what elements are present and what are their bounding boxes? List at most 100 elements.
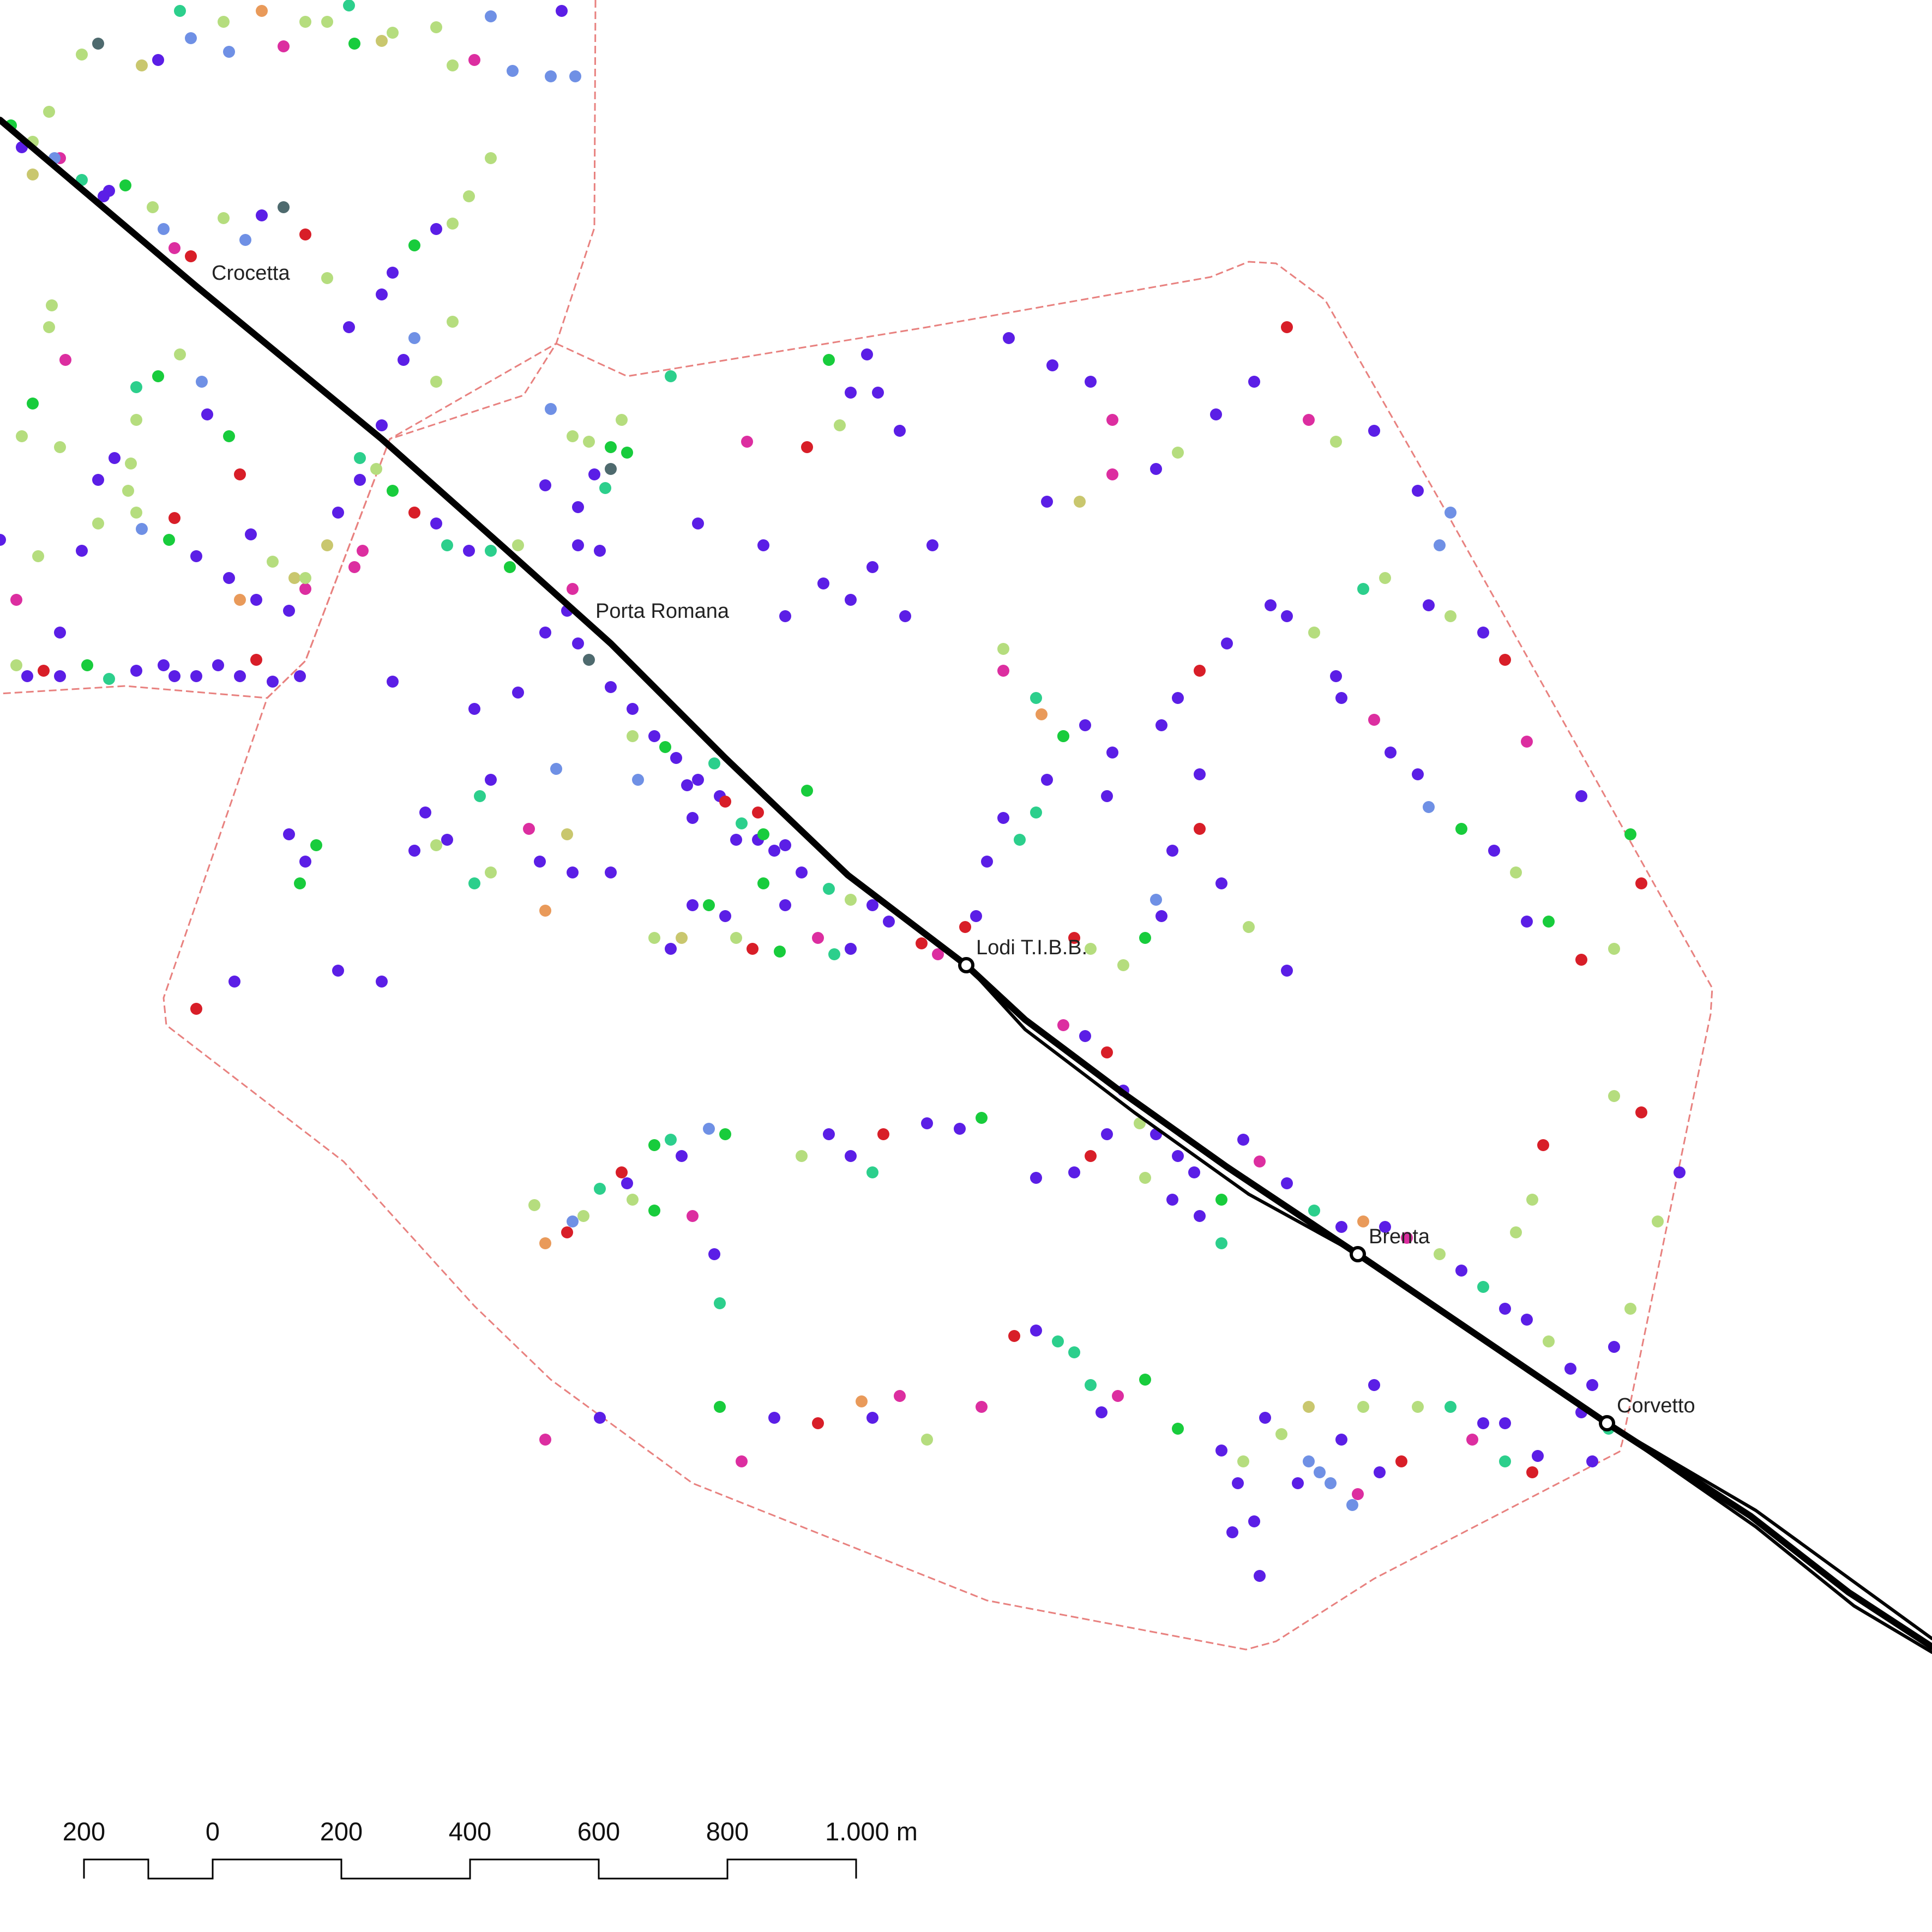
- poi-point: [1041, 496, 1053, 508]
- poi-point: [1423, 801, 1435, 813]
- poi-point: [1303, 414, 1315, 426]
- poi-point: [670, 752, 682, 764]
- poi-point: [845, 387, 857, 399]
- poi-point: [594, 1412, 606, 1424]
- poi-point: [539, 1434, 551, 1446]
- poi-point: [168, 242, 180, 254]
- poi-point: [485, 866, 497, 878]
- poi-point: [665, 370, 677, 382]
- poi-point: [1281, 1177, 1293, 1189]
- poi-point: [1608, 1341, 1620, 1353]
- poi-point: [1194, 823, 1206, 835]
- poi-point: [768, 1412, 780, 1424]
- poi-point: [447, 218, 459, 230]
- poi-point: [534, 856, 546, 868]
- poi-point: [676, 932, 688, 944]
- poi-point: [1172, 447, 1184, 459]
- poi-point: [572, 501, 584, 513]
- poi-point: [1624, 828, 1636, 840]
- poi-point: [594, 1183, 606, 1195]
- poi-point: [779, 839, 791, 851]
- poi-point: [1325, 1477, 1337, 1489]
- poi-point: [507, 65, 519, 77]
- poi-point: [1030, 1325, 1042, 1337]
- poi-point: [1477, 1417, 1489, 1429]
- poi-point: [539, 627, 551, 639]
- poi-point: [823, 883, 835, 895]
- station-label-lodi: Lodi T.I.B.B.: [976, 936, 1087, 959]
- station-marker-lodi: [958, 957, 974, 973]
- poi-point: [1335, 1434, 1347, 1446]
- poi-point: [741, 436, 753, 448]
- poi-point: [1308, 627, 1320, 639]
- poi-point: [921, 1117, 933, 1129]
- poi-point: [299, 572, 311, 584]
- poi-point: [866, 1412, 878, 1424]
- poi-point: [1385, 747, 1397, 759]
- poi-point: [1237, 1134, 1249, 1146]
- poi-point: [430, 517, 442, 529]
- poi-point: [1445, 1401, 1456, 1413]
- poi-point: [1281, 610, 1293, 622]
- poi-point: [234, 670, 246, 682]
- poi-point: [1412, 768, 1424, 780]
- poi-point: [1041, 774, 1053, 786]
- scale-tick-label: 600: [577, 1817, 620, 1846]
- poi-point: [1401, 1232, 1413, 1244]
- station-label-brenta: Brenta: [1369, 1225, 1430, 1248]
- poi-point: [32, 550, 44, 562]
- scale-bar: 200 0 200 400 600 800 1.000 m: [63, 1817, 918, 1880]
- poi-point: [1117, 959, 1129, 971]
- poi-point: [1357, 1215, 1369, 1227]
- poi-point: [1379, 572, 1391, 584]
- poi-point: [294, 877, 306, 889]
- poi-point: [1352, 1488, 1364, 1500]
- poi-point: [1112, 1390, 1124, 1402]
- poi-point: [1172, 1150, 1184, 1162]
- station-label-corvetto: Corvetto: [1617, 1394, 1695, 1417]
- poi-point: [1139, 1374, 1151, 1386]
- poi-point: [168, 512, 180, 524]
- poi-point: [1335, 692, 1347, 704]
- poi-point: [1079, 1030, 1091, 1042]
- poi-point: [539, 905, 551, 917]
- poi-point: [981, 856, 993, 868]
- poi-point: [0, 534, 6, 546]
- poi-point: [752, 806, 764, 818]
- poi-point: [1281, 321, 1293, 333]
- poi-point: [283, 605, 295, 617]
- poi-point: [801, 785, 813, 797]
- poi-point: [1106, 414, 1118, 426]
- poi-point: [997, 665, 1009, 677]
- poi-point: [736, 1455, 748, 1467]
- poi-point: [567, 1215, 579, 1227]
- poi-point: [556, 5, 568, 17]
- poi-point: [174, 348, 186, 360]
- poi-point: [1074, 496, 1086, 508]
- poi-point: [1586, 1455, 1598, 1467]
- poi-point: [605, 463, 617, 475]
- poi-point: [1526, 1466, 1538, 1478]
- poi-point: [228, 976, 240, 988]
- poi-point: [1499, 1303, 1511, 1315]
- poi-point: [130, 665, 142, 677]
- poi-point: [223, 430, 235, 442]
- poi-point: [616, 414, 628, 426]
- poi-point: [250, 594, 262, 606]
- poi-point: [1357, 583, 1369, 595]
- poi-point: [1477, 627, 1489, 639]
- poi-point: [866, 561, 878, 573]
- poi-point: [572, 539, 584, 551]
- station-label-porta-romana: Porta Romana: [595, 600, 730, 623]
- metro-track-main: [0, 117, 1932, 1650]
- poi-point: [27, 398, 39, 410]
- poi-point: [1172, 1423, 1184, 1435]
- poi-point: [1303, 1455, 1315, 1467]
- poi-point: [970, 910, 982, 922]
- poi-point: [1150, 894, 1162, 906]
- poi-point: [1445, 610, 1456, 622]
- poi-point: [681, 779, 693, 791]
- poi-point: [234, 594, 246, 606]
- poi-point: [714, 1297, 726, 1309]
